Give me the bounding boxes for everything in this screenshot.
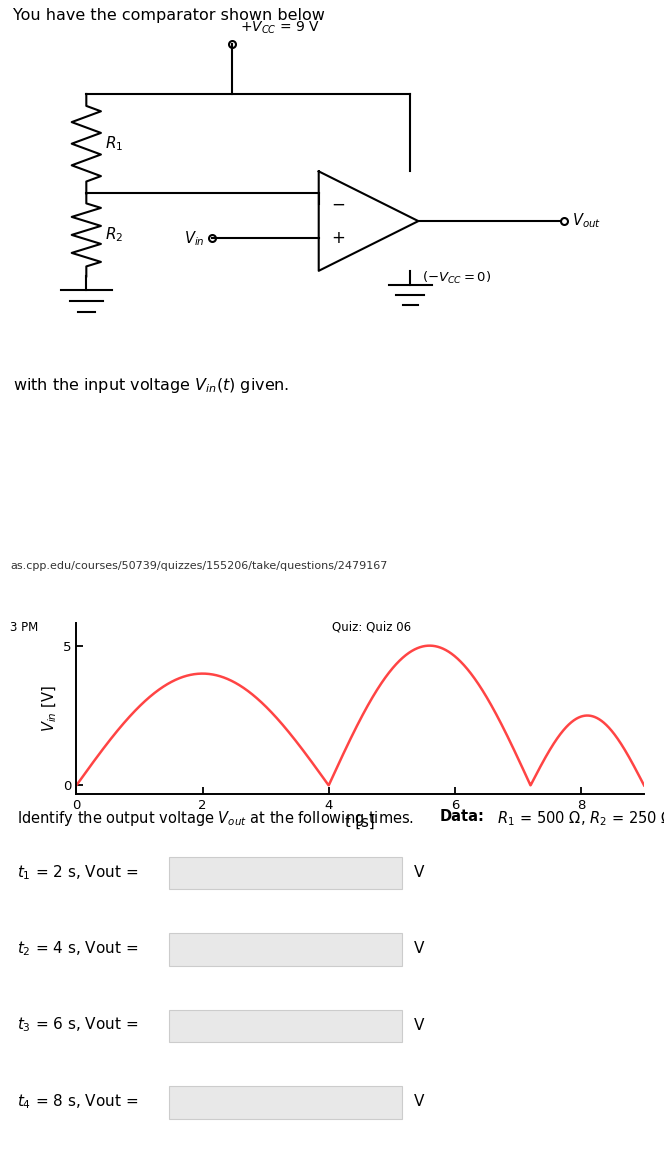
Text: 3 PM: 3 PM <box>10 621 39 634</box>
Text: Quiz: Quiz 06: Quiz: Quiz 06 <box>332 621 411 634</box>
Text: $R_2$: $R_2$ <box>105 226 124 245</box>
Text: V: V <box>414 941 424 956</box>
Text: Data:: Data: <box>440 809 485 824</box>
Text: $+$: $+$ <box>331 229 345 247</box>
Text: $t_4$ = 8 s, Vout =: $t_4$ = 8 s, Vout = <box>17 1093 138 1111</box>
FancyBboxPatch shape <box>169 1010 402 1042</box>
Text: with the input voltage $V_{in}(t)$ given.: with the input voltage $V_{in}(t)$ given… <box>13 376 290 395</box>
Text: $V_{in}$: $V_{in}$ <box>184 229 205 248</box>
Text: $-$: $-$ <box>331 195 345 213</box>
Text: $V_{out}$: $V_{out}$ <box>572 212 602 230</box>
X-axis label: t [s]: t [s] <box>345 815 375 829</box>
Text: $R_1$ = 500 Ω, $R_2$ = 250 Ω.: $R_1$ = 500 Ω, $R_2$ = 250 Ω. <box>493 809 664 828</box>
Y-axis label: $V_{in}$ [V]: $V_{in}$ [V] <box>41 686 59 731</box>
Text: V: V <box>414 864 424 880</box>
Text: Identify the output voltage $V_{out}$ at the following times.: Identify the output voltage $V_{out}$ at… <box>17 809 420 828</box>
Text: $(-V_{CC} = 0)$: $(-V_{CC} = 0)$ <box>422 269 491 286</box>
FancyBboxPatch shape <box>169 1087 402 1118</box>
Text: $t_3$ = 6 s, Vout =: $t_3$ = 6 s, Vout = <box>17 1016 138 1035</box>
Text: $t_2$ = 4 s, Vout =: $t_2$ = 4 s, Vout = <box>17 940 138 958</box>
Text: as.cpp.edu/courses/50739/quizzes/155206/take/questions/2479167: as.cpp.edu/courses/50739/quizzes/155206/… <box>10 561 387 572</box>
Text: $R_1$: $R_1$ <box>105 134 124 153</box>
FancyBboxPatch shape <box>169 857 402 889</box>
Text: V: V <box>414 1017 424 1033</box>
FancyBboxPatch shape <box>169 934 402 965</box>
Text: $t_1$ = 2 s, Vout =: $t_1$ = 2 s, Vout = <box>17 863 138 882</box>
Text: V: V <box>414 1094 424 1109</box>
Text: $+V_{CC}$ = 9 V: $+V_{CC}$ = 9 V <box>240 20 321 36</box>
Text: You have the comparator shown below: You have the comparator shown below <box>13 8 325 24</box>
